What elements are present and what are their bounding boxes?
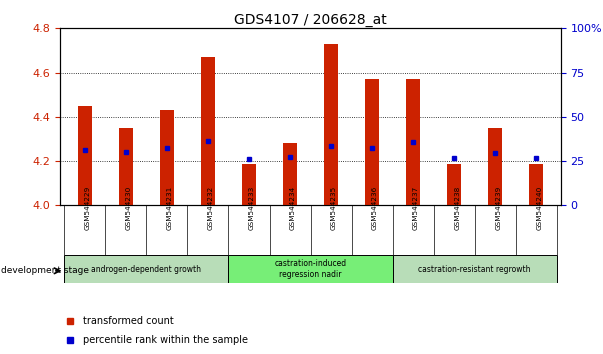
Text: castration-induced
regression nadir: castration-induced regression nadir [274,259,347,279]
Bar [119,128,133,205]
Bar [447,164,461,205]
Title: GDS4107 / 206628_at: GDS4107 / 206628_at [234,13,387,27]
Text: GSM544240: GSM544240 [536,185,542,230]
Text: development stage: development stage [1,266,89,275]
Text: GSM544237: GSM544237 [413,185,419,230]
Bar [160,110,174,205]
Text: GSM544236: GSM544236 [372,185,378,230]
Bar [365,79,379,205]
Bar [283,143,297,205]
Bar [324,44,338,205]
Text: transformed count: transformed count [83,316,174,326]
Text: GSM544235: GSM544235 [331,185,337,230]
Text: castration-resistant regrowth: castration-resistant regrowth [418,264,531,274]
Bar [229,255,393,283]
Text: GSM544231: GSM544231 [167,185,173,230]
Bar [78,106,92,205]
Text: GSM544238: GSM544238 [454,185,460,230]
Text: GSM544239: GSM544239 [495,185,501,230]
Text: percentile rank within the sample: percentile rank within the sample [83,335,248,345]
Text: GSM544233: GSM544233 [249,185,255,230]
Bar [242,164,256,205]
Bar [393,255,557,283]
Bar [488,128,502,205]
Bar [406,79,420,205]
Bar [201,57,215,205]
Bar [529,164,543,205]
Bar [65,255,229,283]
Text: GSM544230: GSM544230 [126,185,132,230]
Text: GSM544232: GSM544232 [208,185,214,230]
Text: GSM544229: GSM544229 [85,185,91,230]
Text: GSM544234: GSM544234 [290,185,296,230]
Text: androgen-dependent growth: androgen-dependent growth [92,264,201,274]
